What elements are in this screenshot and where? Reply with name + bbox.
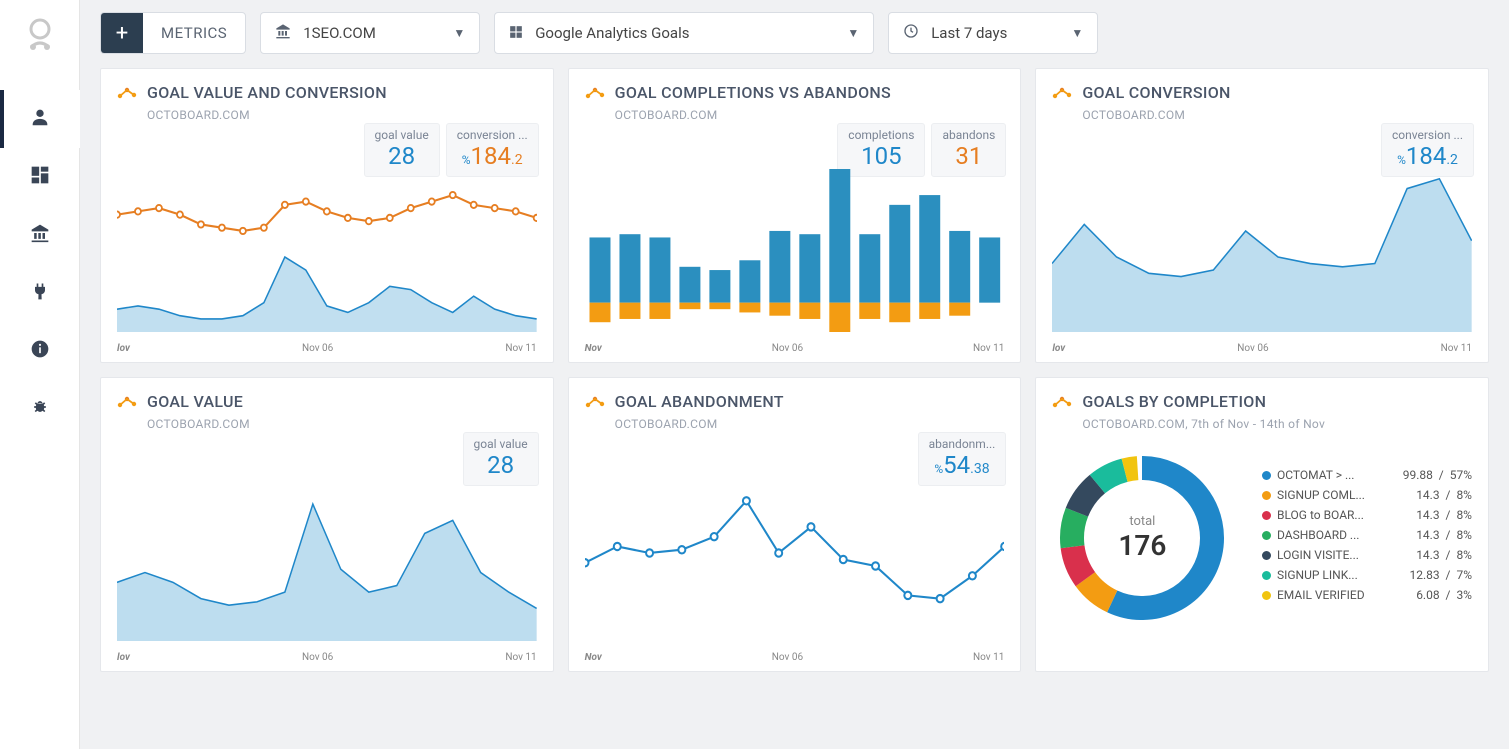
sidebar bbox=[0, 0, 80, 749]
chart-icon bbox=[117, 85, 137, 104]
plug-icon bbox=[30, 281, 50, 306]
card-c6: GOALS BY COMPLETION OCTOBOARD.COM, 7th of… bbox=[1035, 377, 1489, 672]
chart bbox=[117, 478, 537, 641]
sidebar-item-bug[interactable] bbox=[0, 380, 80, 438]
card-title: GOAL COMPLETIONS VS ABANDONS bbox=[615, 83, 891, 102]
card-subtitle: OCTOBOARD.COM bbox=[147, 108, 537, 122]
brand-logo bbox=[20, 10, 60, 60]
card-c4: GOAL VALUEOCTOBOARD.COMgoal value28lovNo… bbox=[100, 377, 554, 672]
chart bbox=[585, 169, 1005, 332]
card-subtitle: OCTOBOARD.COM bbox=[1082, 108, 1472, 122]
chart bbox=[117, 169, 537, 332]
chart bbox=[1052, 169, 1472, 332]
cards-grid: GOAL VALUE AND CONVERSIONOCTOBOARD.COMgo… bbox=[100, 68, 1489, 672]
site-selector-label: 1SEO.COM bbox=[303, 24, 441, 42]
x-axis: NovNov 06Nov 11 bbox=[585, 343, 1005, 354]
chart-icon bbox=[585, 85, 605, 104]
sidebar-item-user[interactable] bbox=[0, 90, 80, 148]
x-axis: NovNov 06Nov 11 bbox=[585, 652, 1005, 663]
card-c2: GOAL COMPLETIONS VS ABANDONS OCTOBOARD.CO… bbox=[568, 68, 1022, 363]
card-title: GOAL CONVERSION bbox=[1082, 83, 1230, 102]
x-axis: lovNov 06Nov 11 bbox=[1052, 343, 1472, 354]
date-selector-label: Last 7 days bbox=[931, 24, 1059, 42]
sidebar-item-plug[interactable] bbox=[0, 264, 80, 322]
chevron-down-icon: ▼ bbox=[1071, 26, 1083, 40]
card-subtitle: OCTOBOARD.COM, 7th of Nov - 14th of Nov bbox=[1082, 417, 1472, 431]
info-icon bbox=[30, 339, 50, 364]
metrics-button[interactable]: + METRICS bbox=[100, 12, 246, 54]
legend-item: SIGNUP LINK...12.83 / 7% bbox=[1262, 568, 1472, 582]
plus-icon: + bbox=[101, 12, 143, 54]
chevron-down-icon: ▼ bbox=[453, 26, 465, 40]
legend-item: OCTOMAT > ...99.88 / 57% bbox=[1262, 468, 1472, 482]
toolbar: + METRICS 1SEO.COM ▼ Google Analytics Go… bbox=[100, 12, 1489, 54]
card-c1: GOAL VALUE AND CONVERSIONOCTOBOARD.COMgo… bbox=[100, 68, 554, 363]
legend-item: LOGIN VISITE...14.3 / 8% bbox=[1262, 548, 1472, 562]
date-selector[interactable]: Last 7 days ▼ bbox=[888, 12, 1098, 54]
main-content: + METRICS 1SEO.COM ▼ Google Analytics Go… bbox=[80, 0, 1509, 684]
card-c5: GOAL ABANDONMENTOCTOBOARD.COMabandonm...… bbox=[568, 377, 1022, 672]
user-icon bbox=[29, 106, 51, 133]
bank-icon bbox=[275, 23, 291, 43]
chart bbox=[585, 478, 1005, 641]
legend-item: DASHBOARD ...14.3 / 8% bbox=[1262, 528, 1472, 542]
card-title: GOAL ABANDONMENT bbox=[615, 392, 784, 411]
chart-icon bbox=[117, 394, 137, 413]
grid-icon bbox=[30, 165, 50, 190]
metrics-label: METRICS bbox=[143, 24, 245, 42]
card-c3: GOAL CONVERSIONOCTOBOARD.COMconversion .… bbox=[1035, 68, 1489, 363]
x-axis: lovNov 06Nov 11 bbox=[117, 343, 537, 354]
site-selector[interactable]: 1SEO.COM ▼ bbox=[260, 12, 480, 54]
donut-chart: total176 bbox=[1052, 448, 1232, 628]
chevron-down-icon: ▼ bbox=[847, 26, 859, 40]
sidebar-item-bank[interactable] bbox=[0, 206, 80, 264]
card-title: GOAL VALUE AND CONVERSION bbox=[147, 83, 387, 102]
source-selector-label: Google Analytics Goals bbox=[535, 24, 835, 42]
sidebar-item-dashboard[interactable] bbox=[0, 148, 80, 206]
chart-icon bbox=[585, 394, 605, 413]
legend-item: SIGNUP COML...14.3 / 8% bbox=[1262, 488, 1472, 502]
legend-item: BLOG to BOAR...14.3 / 8% bbox=[1262, 508, 1472, 522]
card-subtitle: OCTOBOARD.COM bbox=[615, 108, 1005, 122]
chart-icon bbox=[1052, 394, 1072, 413]
source-selector[interactable]: Google Analytics Goals ▼ bbox=[494, 12, 874, 54]
card-subtitle: OCTOBOARD.COM bbox=[147, 417, 537, 431]
bank-icon bbox=[30, 223, 50, 248]
grid-icon bbox=[509, 24, 523, 43]
clock-icon bbox=[903, 23, 919, 43]
legend: OCTOMAT > ...99.88 / 57% SIGNUP COML...14… bbox=[1262, 468, 1472, 608]
x-axis: lovNov 06Nov 11 bbox=[117, 652, 537, 663]
card-title: GOAL VALUE bbox=[147, 392, 243, 411]
card-title: GOALS BY COMPLETION bbox=[1082, 392, 1266, 411]
bug-icon bbox=[30, 397, 50, 422]
card-subtitle: OCTOBOARD.COM bbox=[615, 417, 1005, 431]
chart-icon bbox=[1052, 85, 1072, 104]
sidebar-item-info[interactable] bbox=[0, 322, 80, 380]
legend-item: EMAIL VERIFIED6.08 / 3% bbox=[1262, 588, 1472, 602]
